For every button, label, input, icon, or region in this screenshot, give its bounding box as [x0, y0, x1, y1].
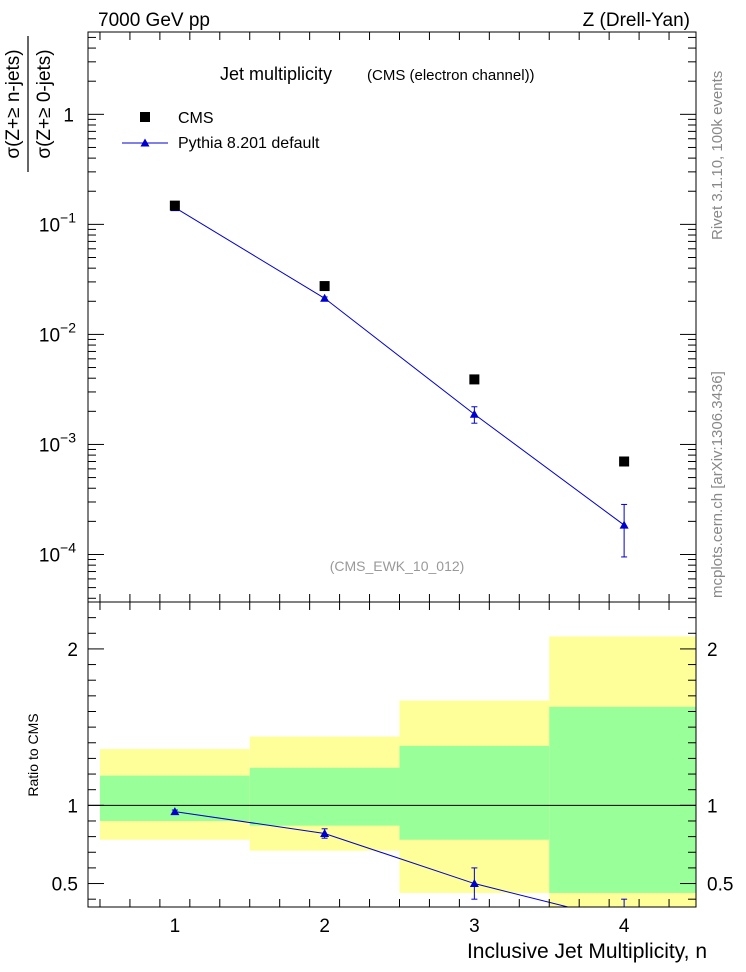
pythia-point [320, 293, 330, 302]
y-tick-label: 10−2 [39, 319, 76, 346]
legend-pythia-marker [140, 138, 150, 147]
y-label-denominator: σ(Z+≥ 0-jets) [34, 49, 55, 158]
main-plot-panel: 10−4 10−3 10−2 10−1 1 Jet multiplicity (CMS … [3, 31, 697, 603]
uncertainty-band-inner [399, 745, 550, 840]
ratio-y-axis-label: Ratio to CMS [25, 713, 41, 796]
ratio-y-tick-label-right: 2 [707, 640, 718, 661]
main-y-axis-label: σ(Z+≥ n-jets) σ(Z+≥ 0-jets) [3, 36, 55, 172]
cms-point [169, 200, 180, 211]
ratio-plot-frame [87, 601, 697, 908]
plot-title: Jet multiplicity [220, 64, 332, 84]
pythia-line [174, 207, 625, 526]
x-tick-label: 4 [619, 916, 630, 937]
legend: CMS Pythia 8.201 default [122, 110, 320, 152]
cms-point [319, 281, 330, 292]
pythia-point [619, 520, 629, 529]
y-tick-label: 10−1 [39, 209, 76, 236]
ratio-y-tick-label: 0.5 [52, 875, 78, 896]
energy-label: 7000 GeV pp [98, 10, 210, 31]
x-tick-label: 3 [469, 916, 480, 937]
legend-cms-label: CMS [178, 110, 214, 127]
x-tick-label: 2 [319, 916, 330, 937]
plot-subtitle: (CMS (electron channel)) [367, 67, 535, 84]
mcplots-label: mcplots.cern.ch [arXiv:1306.3436] [709, 371, 726, 598]
ratio-y-tick-label-right: 0.5 [707, 875, 733, 896]
x-axis-label: Inclusive Jet Multiplicity, n [467, 940, 707, 963]
rivet-version-label: Rivet 3.1.10, 100k events [709, 71, 726, 240]
pythia-point [469, 409, 479, 418]
legend-cms-marker [140, 112, 150, 122]
analysis-id: (CMS_EWK_10_012) [330, 558, 465, 574]
uncertainty-band-inner [549, 706, 696, 893]
y-label-numerator: σ(Z+≥ n-jets) [3, 49, 24, 158]
cms-point [619, 456, 630, 467]
x-tick-label: 1 [170, 916, 181, 937]
y-tick-label: 10−4 [39, 539, 76, 566]
uncertainty-band-inner [249, 767, 400, 826]
ratio-pythia-point [469, 879, 479, 888]
ratio-pythia-point [320, 828, 330, 837]
ratio-pythia-point [170, 807, 180, 816]
cms-point [469, 374, 480, 385]
legend-pythia-label: Pythia 8.201 default [178, 135, 320, 152]
y-tick-label: 1 [63, 105, 74, 126]
ratio-y-tick-label: 1 [67, 796, 78, 817]
ratio-y-tick-label: 2 [67, 640, 78, 661]
ratio-y-tick-label-right: 1 [707, 796, 718, 817]
y-tick-label: 10−3 [39, 429, 76, 456]
ratio-plot-panel: 0.5 0.5 1 1 2 2 1 2 3 4 Ratio to CMS Inclusive Je… [25, 601, 733, 963]
process-label: Z (Drell-Yan) [583, 10, 690, 31]
